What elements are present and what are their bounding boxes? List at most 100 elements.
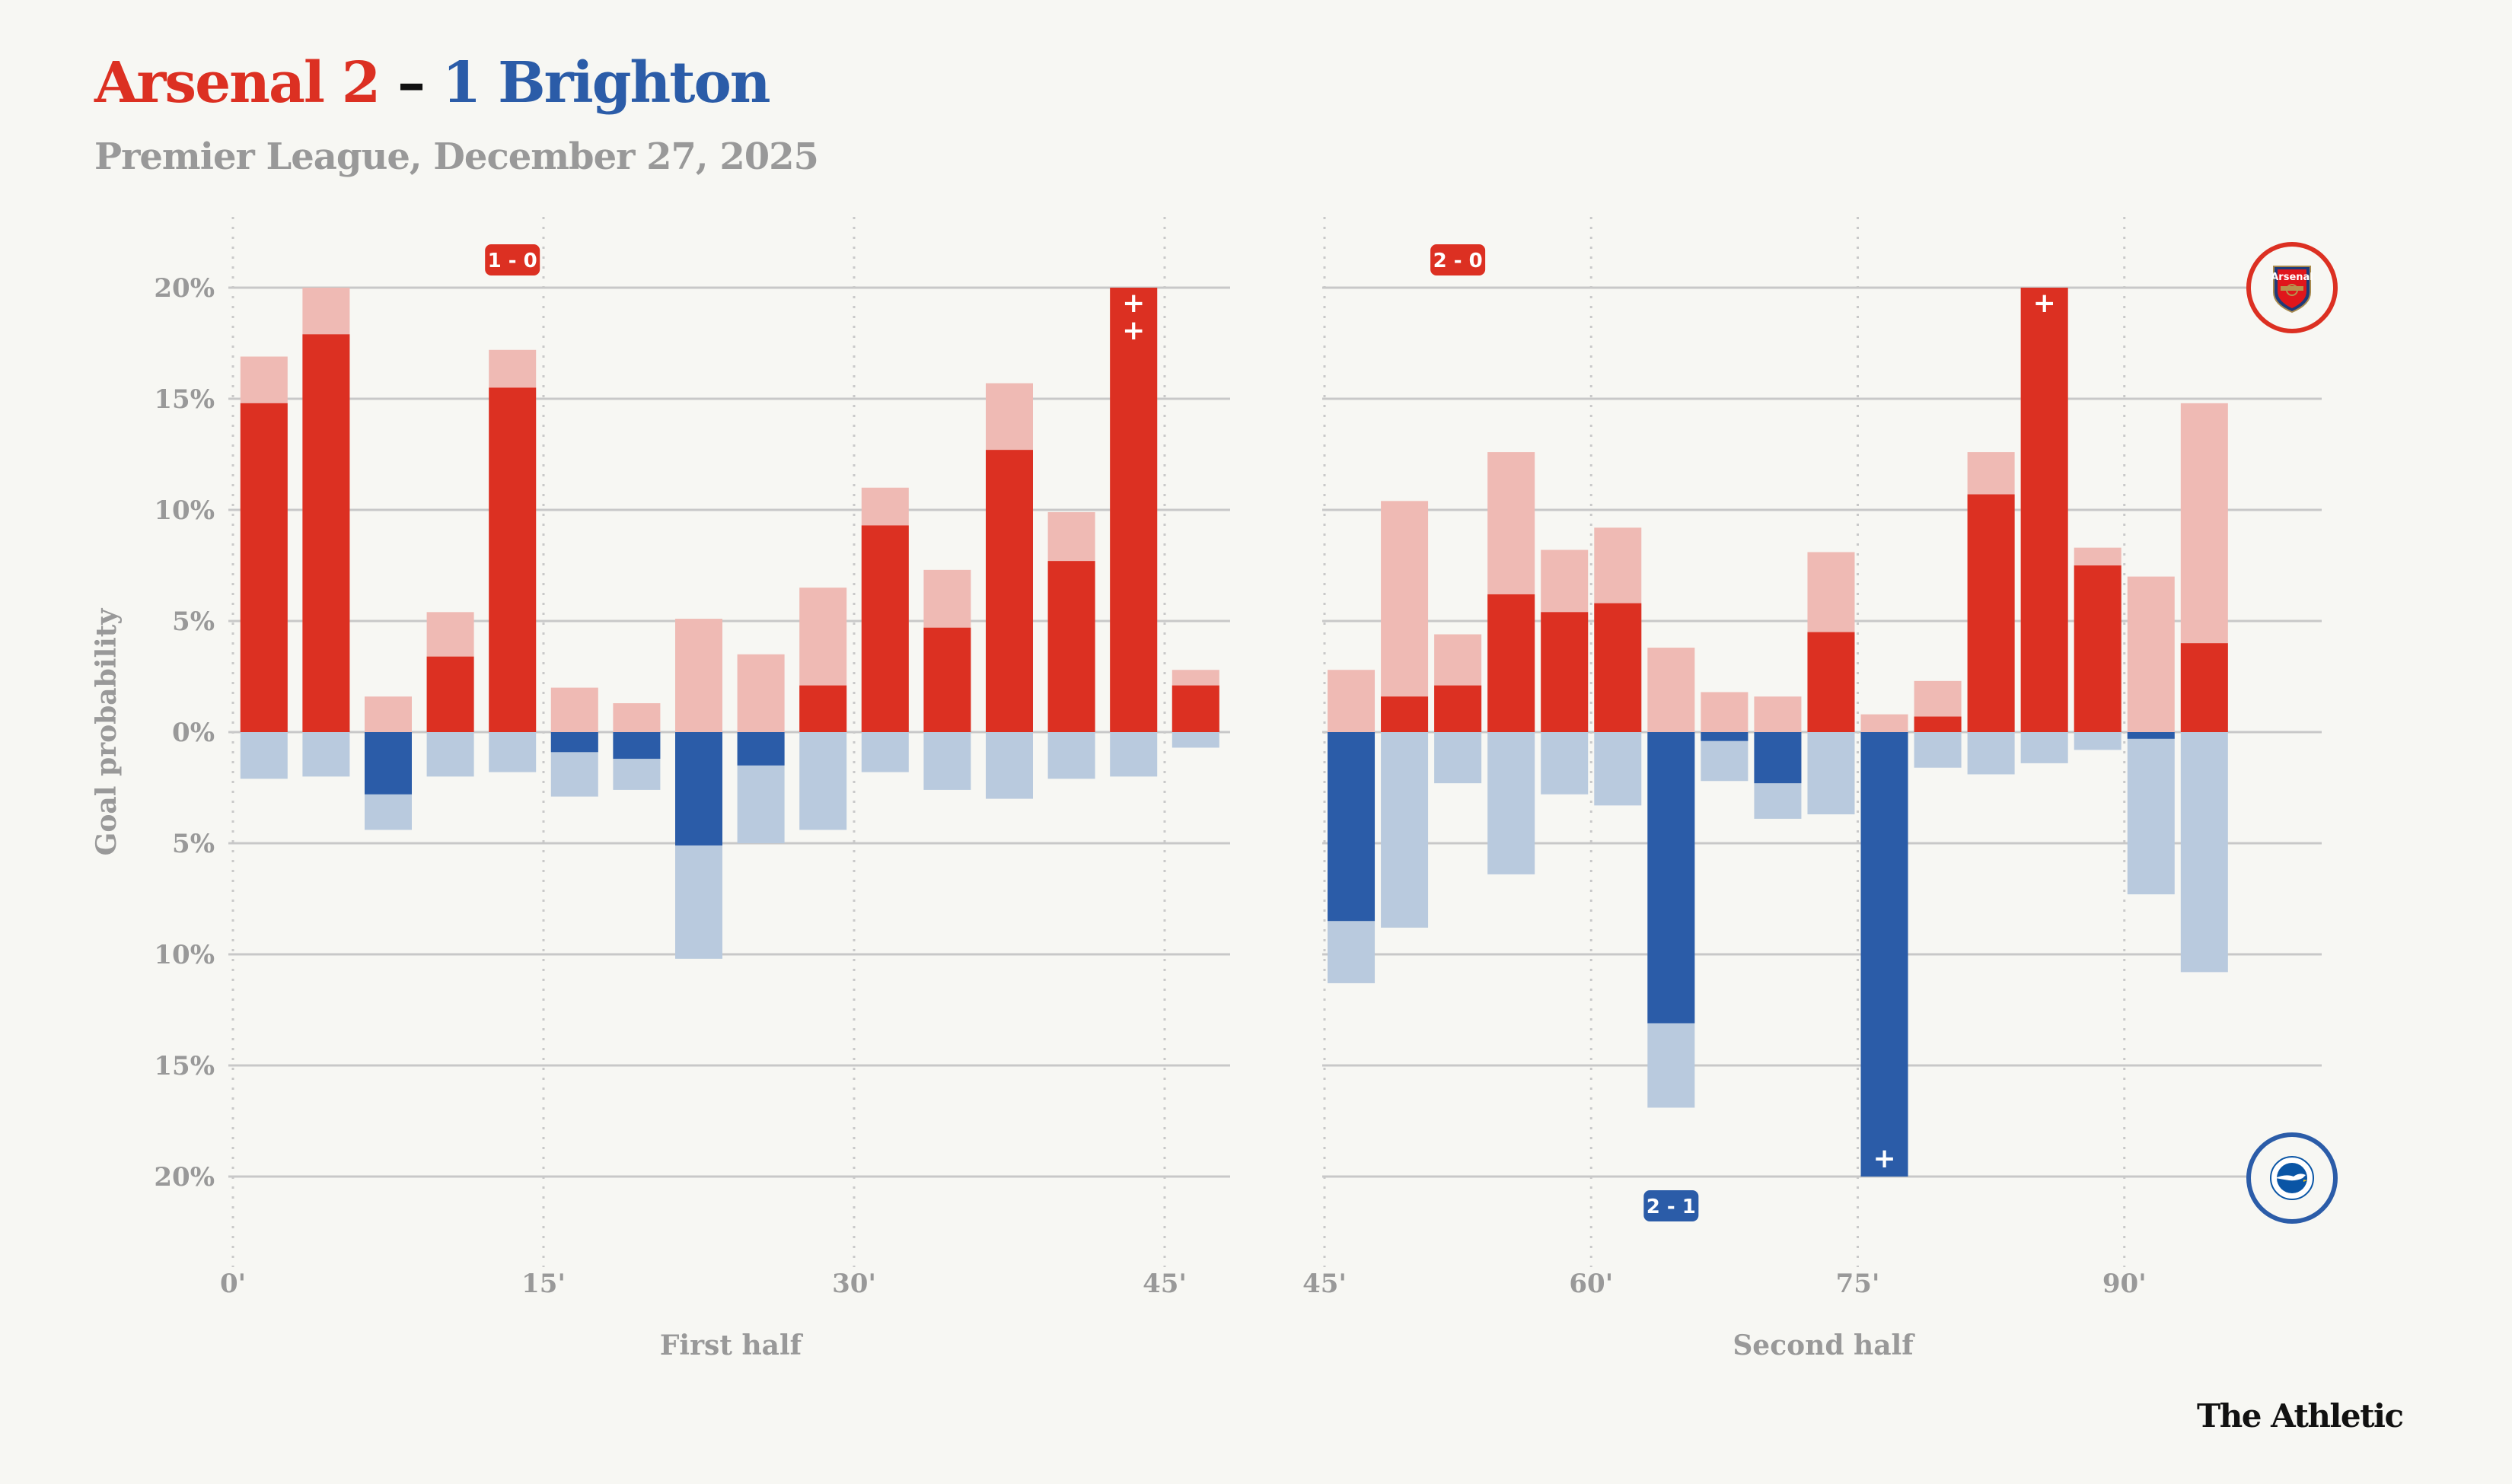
score-badge: 2 - 1 <box>1643 1190 1699 1221</box>
score-badge-text: 1 - 0 <box>488 250 537 272</box>
arsenal-bar <box>861 525 909 732</box>
y-tick-label: 10% <box>154 940 215 970</box>
brighton-total-bar <box>426 732 474 777</box>
score-badge: 1 - 0 <box>485 244 540 275</box>
brighton-total-bar <box>240 732 288 779</box>
arsenal-bar <box>1172 685 1219 732</box>
labels-layer: 0' 15' 30' 45' 20% 15% 10% 5% 0% 5% 10% 15% 20% First… <box>154 244 2147 1361</box>
y-tick-label: 20% <box>154 273 215 304</box>
y-tick-label: 0% <box>172 718 215 748</box>
arsenal-bar <box>2074 565 2121 732</box>
arsenal-total-bar <box>1754 696 1802 732</box>
arsenal-bar <box>426 656 474 732</box>
x-tick-label: 90' <box>2102 1269 2147 1299</box>
arsenal-bar <box>1434 685 1482 732</box>
away-score: 1 <box>442 50 481 116</box>
arsenal-total-bar <box>1647 648 1695 732</box>
arsenal-bar <box>1541 612 1589 732</box>
brighton-bar <box>1328 732 1376 922</box>
x-tick-label: 30' <box>832 1269 876 1299</box>
brighton-total-bar <box>1047 732 1095 779</box>
seagull-icon <box>2275 1174 2306 1181</box>
score-badge-text: 2 - 1 <box>1647 1196 1696 1218</box>
brighton-total-bar <box>1487 732 1535 874</box>
arsenal-bar <box>489 387 537 732</box>
arsenal-bar <box>2020 288 2068 732</box>
brighton-total-bar <box>1594 732 1642 806</box>
arsenal-bar <box>986 450 1033 732</box>
brighton-bar <box>1754 732 1802 784</box>
goal-marker: + <box>2033 288 2056 319</box>
chart-title: Arsenal 2 – 1 Brighton <box>94 50 771 116</box>
arsenal-total-bar <box>550 687 598 732</box>
arsenal-bar <box>923 627 971 732</box>
brighton-total-bar <box>1914 732 1962 768</box>
x-tick-label: 15' <box>521 1269 566 1299</box>
brighton-total-bar <box>1434 732 1482 784</box>
brighton-total-bar <box>861 732 909 772</box>
arsenal-bar <box>2180 643 2228 732</box>
arsenal-total-bar <box>675 619 722 732</box>
arsenal-bar <box>1047 561 1095 732</box>
score-badge: 2 - 0 <box>1430 244 1486 275</box>
brighton-total-bar <box>986 732 1033 799</box>
brighton-total-bar <box>2180 732 2228 973</box>
brighton-total-bar <box>489 732 537 772</box>
score-badge-text: 2 - 0 <box>1433 250 1483 272</box>
y-axis-title: Goal probability <box>91 608 123 856</box>
the-athletic-logo: The Athletic <box>2197 1397 2404 1435</box>
chart-subtitle: Premier League, December 27, 2025 <box>94 135 819 178</box>
arsenal-total-bar <box>2127 576 2175 732</box>
arsenal-bar <box>799 685 847 732</box>
y-tick-label: 15% <box>154 1051 215 1081</box>
brighton-total-bar <box>1967 732 2015 775</box>
x-axis-title: First half <box>660 1330 804 1361</box>
brighton-bar <box>737 732 785 766</box>
home-score: 2 <box>341 50 381 116</box>
arsenal-bar <box>1914 716 1962 732</box>
brighton-total-bar <box>1807 732 1855 815</box>
brighton-total-bar <box>2020 732 2068 763</box>
brighton-total-bar <box>1541 732 1589 795</box>
arsenal-bar <box>240 403 288 732</box>
arsenal-total-bar <box>1701 692 1749 732</box>
brighton-total-bar <box>1381 732 1429 928</box>
arsenal-total-bar <box>1381 501 1429 732</box>
arsenal-badge: Arsenal <box>2246 242 2338 333</box>
arsenal-bar <box>1381 696 1429 732</box>
score-badge-bg <box>485 244 540 275</box>
y-tick-label: 5% <box>172 829 215 859</box>
score-separator: – <box>397 50 426 116</box>
brighton-total-bar <box>2074 732 2121 750</box>
brighton-total-bar <box>923 732 971 790</box>
brighton-bar <box>675 732 722 845</box>
brighton-badge <box>2246 1132 2338 1224</box>
arsenal-bar <box>1487 594 1535 732</box>
svg-text:Arsenal: Arsenal <box>2271 272 2313 283</box>
brighton-bar <box>550 732 598 753</box>
brighton-total-bar <box>2127 732 2175 895</box>
score-badge-bg <box>1643 1190 1699 1221</box>
y-tick-label: 20% <box>154 1162 215 1193</box>
goal-marker: + <box>1873 1143 1895 1174</box>
brighton-bar <box>365 732 412 795</box>
arsenal-bar <box>302 334 350 732</box>
brighton-total-bar <box>799 732 847 830</box>
x-tick-label: 45' <box>1143 1269 1187 1299</box>
brighton-bar <box>1647 732 1695 1024</box>
brighton-bar <box>1701 732 1749 741</box>
brighton-total-bar <box>302 732 350 777</box>
y-tick-label: 10% <box>154 495 215 526</box>
arsenal-total-bar <box>1860 714 1908 732</box>
x-tick-label: 0' <box>220 1269 246 1299</box>
goal-marker: + <box>1122 315 1145 346</box>
goal-marker: + <box>1122 288 1145 319</box>
brighton-total-bar <box>1172 732 1219 748</box>
arsenal-bar <box>1110 288 1158 732</box>
arsenal-total-bar <box>1328 670 1376 732</box>
brighton-total-bar <box>1110 732 1158 777</box>
x-tick-label: 45' <box>1302 1269 1347 1299</box>
score-badge-bg <box>1430 244 1486 275</box>
y-tick-label: 15% <box>154 384 215 415</box>
